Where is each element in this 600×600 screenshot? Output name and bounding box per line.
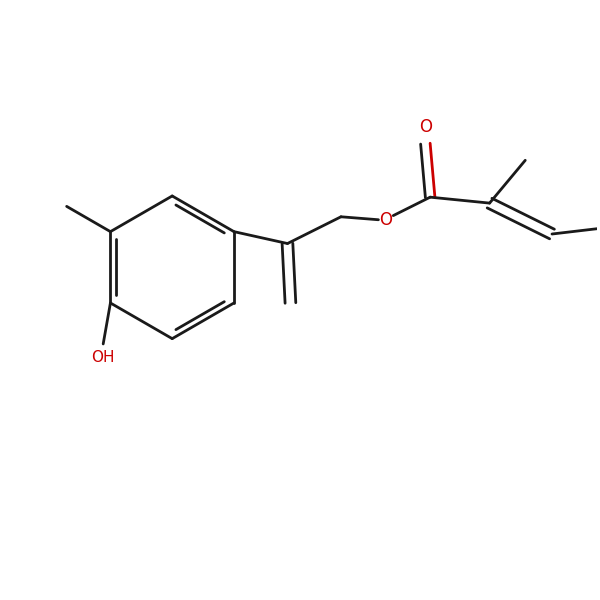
Text: OH: OH	[91, 350, 115, 365]
Text: O: O	[419, 118, 432, 136]
Text: O: O	[379, 211, 392, 229]
